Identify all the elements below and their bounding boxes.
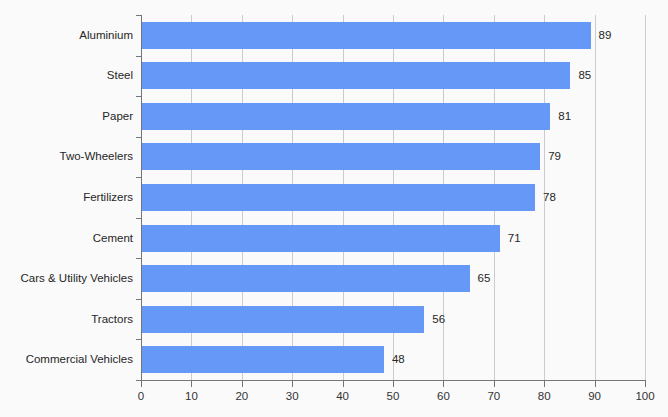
bar-aluminium <box>142 22 591 49</box>
y-tick-mark <box>136 15 141 16</box>
bar-fertilizers <box>142 184 535 211</box>
category-label-fertilizers: Fertilizers <box>0 184 133 211</box>
category-label-cement: Cement <box>0 225 133 252</box>
category-label-tractors: Tractors <box>0 306 133 333</box>
category-label-cars-utility-vehicles: Cars & Utility Vehicles <box>0 265 133 292</box>
x-tick-label-70: 70 <box>474 390 514 402</box>
gridline-100 <box>645 15 646 380</box>
x-tick-mark <box>595 381 596 387</box>
bar-paper <box>142 103 550 130</box>
x-tick-label-60: 60 <box>423 390 463 402</box>
bar-steel <box>142 62 570 89</box>
value-label-two-wheelers: 79 <box>548 143 561 170</box>
bar-tractors <box>142 306 424 333</box>
x-tick-mark <box>494 381 495 387</box>
y-tick-mark <box>136 218 141 219</box>
x-tick-label-0: 0 <box>121 390 161 402</box>
value-label-cars-utility-vehicles: 65 <box>478 265 491 292</box>
plot-area: 0 10 20 30 40 50 60 70 80 90 100 Aluminium 89 Steel 85… <box>0 0 668 417</box>
horizontal-bar-chart: 0 10 20 30 40 50 60 70 80 90 100 Aluminium 89 Steel 85… <box>0 0 668 417</box>
value-label-steel: 85 <box>578 62 591 89</box>
category-label-steel: Steel <box>0 62 133 89</box>
x-tick-label-100: 100 <box>625 390 665 402</box>
x-tick-label-40: 40 <box>323 390 363 402</box>
x-tick-label-80: 80 <box>524 390 564 402</box>
x-tick-mark <box>242 381 243 387</box>
x-tick-mark <box>292 381 293 387</box>
x-tick-mark <box>343 381 344 387</box>
x-tick-label-90: 90 <box>575 390 615 402</box>
x-tick-mark <box>141 381 142 387</box>
value-label-fertilizers: 78 <box>543 184 556 211</box>
bar-cement <box>142 225 500 252</box>
bar-two-wheelers <box>142 143 540 170</box>
category-label-commercial-vehicles: Commercial Vehicles <box>0 346 133 373</box>
x-tick-mark <box>443 381 444 387</box>
category-label-paper: Paper <box>0 103 133 130</box>
y-tick-mark <box>136 177 141 178</box>
x-tick-label-30: 30 <box>272 390 312 402</box>
y-tick-mark <box>136 96 141 97</box>
value-label-cement: 71 <box>508 225 521 252</box>
x-tick-mark <box>645 381 646 387</box>
y-tick-mark <box>136 137 141 138</box>
y-tick-mark <box>136 258 141 259</box>
bar-commercial-vehicles <box>142 346 384 373</box>
x-tick-mark <box>393 381 394 387</box>
category-label-two-wheelers: Two-Wheelers <box>0 143 133 170</box>
value-label-aluminium: 89 <box>599 22 612 49</box>
value-label-paper: 81 <box>558 103 571 130</box>
x-tick-label-20: 20 <box>222 390 262 402</box>
value-label-tractors: 56 <box>432 306 445 333</box>
y-tick-mark <box>136 56 141 57</box>
y-tick-mark <box>136 299 141 300</box>
x-tick-label-50: 50 <box>373 390 413 402</box>
value-label-commercial-vehicles: 48 <box>392 346 405 373</box>
x-tick-label-10: 10 <box>171 390 211 402</box>
bar-cars-utility-vehicles <box>142 265 470 292</box>
gridline-90 <box>595 15 596 380</box>
y-tick-mark <box>136 339 141 340</box>
category-label-aluminium: Aluminium <box>0 22 133 49</box>
x-tick-mark <box>191 381 192 387</box>
x-tick-mark <box>544 381 545 387</box>
